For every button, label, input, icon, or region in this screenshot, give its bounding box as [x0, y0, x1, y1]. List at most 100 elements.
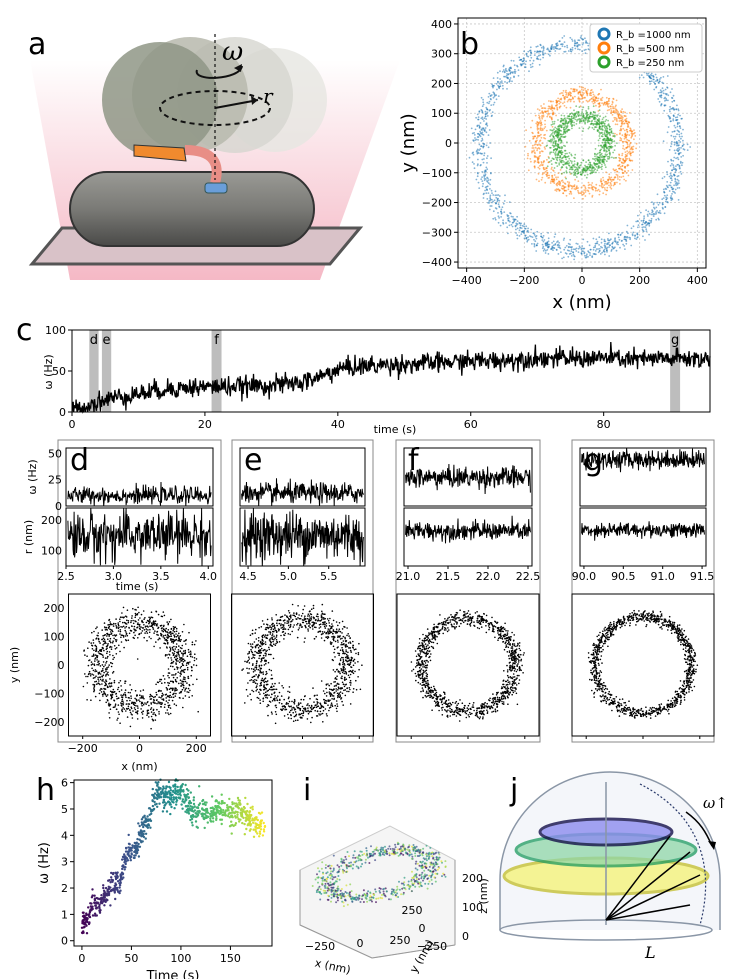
data-point — [350, 651, 353, 653]
data-point — [482, 103, 485, 106]
data-point — [498, 195, 501, 197]
data-point — [154, 622, 156, 625]
data-point — [602, 250, 605, 253]
data-point — [487, 192, 490, 195]
data-point — [341, 700, 343, 703]
data-point — [486, 180, 488, 182]
data-point — [128, 632, 131, 635]
data-point — [94, 676, 96, 679]
data-point — [536, 134, 539, 137]
data-point — [543, 239, 546, 241]
data-point — [535, 137, 538, 140]
data-point — [615, 104, 617, 107]
data-point — [580, 248, 583, 251]
data-point — [271, 700, 274, 702]
data-point — [541, 117, 544, 120]
data-point — [568, 157, 571, 160]
data-point — [182, 684, 185, 687]
data-point — [136, 658, 139, 660]
data-point — [552, 244, 555, 247]
data-point — [275, 634, 278, 637]
data-point — [127, 707, 130, 710]
data-point — [483, 158, 485, 160]
data-point — [670, 107, 673, 110]
data-point — [569, 184, 571, 187]
data-point — [679, 160, 682, 163]
data-point — [618, 157, 621, 160]
data-point — [611, 100, 614, 103]
data-point — [137, 619, 140, 621]
data-point — [566, 181, 569, 183]
data-point — [590, 89, 592, 92]
data-point — [582, 42, 585, 44]
data-point — [657, 92, 660, 94]
data-point — [128, 626, 130, 629]
data-point — [516, 215, 518, 218]
data-point — [274, 699, 276, 702]
data-point — [570, 255, 573, 257]
data-point — [673, 191, 675, 193]
data-point — [678, 125, 681, 127]
data-point — [585, 42, 587, 44]
data-point — [608, 173, 611, 176]
data-point — [674, 116, 677, 119]
data-point — [630, 227, 633, 230]
data-point — [587, 159, 590, 162]
data-point — [299, 702, 302, 704]
data-point — [539, 151, 541, 153]
data-point — [662, 188, 665, 191]
data-point — [580, 94, 583, 97]
data-point — [110, 662, 112, 664]
data-point — [249, 643, 252, 645]
data-point — [579, 120, 581, 123]
data-point — [99, 642, 101, 644]
data-point — [495, 196, 498, 199]
data-point — [634, 135, 637, 137]
data-point — [134, 628, 136, 631]
data-point — [672, 94, 675, 97]
data-point — [559, 47, 562, 50]
data-point — [671, 100, 674, 103]
data-point — [132, 619, 134, 622]
data-point — [530, 160, 532, 163]
data-point — [602, 192, 605, 195]
data-point — [568, 115, 570, 117]
data-point — [533, 160, 536, 162]
data-point — [109, 621, 111, 623]
data-point — [511, 221, 514, 224]
data-point — [490, 94, 493, 96]
data-point — [182, 660, 185, 663]
data-point — [559, 101, 562, 104]
data-point — [565, 89, 567, 92]
data-point — [476, 125, 479, 128]
data-point — [107, 674, 110, 676]
y-tick-label: 100 — [45, 324, 66, 337]
y-tick-label: −300 — [422, 226, 452, 239]
data-point — [615, 117, 618, 120]
data-point — [512, 218, 515, 221]
data-point — [134, 620, 136, 622]
data-point — [574, 248, 577, 251]
data-point — [614, 246, 616, 249]
data-point — [558, 129, 561, 132]
data-point — [604, 240, 607, 243]
data-point — [555, 129, 558, 132]
data-point — [537, 50, 539, 53]
data-point — [598, 123, 601, 126]
data-point — [486, 101, 489, 104]
data-point — [146, 711, 149, 713]
data-point — [90, 699, 92, 701]
data-point — [586, 253, 588, 256]
data-point — [568, 92, 570, 95]
y-tick-label: 0 — [58, 659, 65, 672]
data-point — [150, 698, 153, 700]
data-point — [674, 182, 677, 185]
data-point — [321, 603, 324, 606]
data-point — [122, 621, 124, 624]
y-tick-label: −100 — [34, 687, 64, 700]
data-point — [132, 703, 135, 706]
data-point — [672, 168, 675, 171]
data-point — [564, 152, 567, 155]
data-point — [643, 215, 645, 218]
data-point — [548, 161, 551, 163]
